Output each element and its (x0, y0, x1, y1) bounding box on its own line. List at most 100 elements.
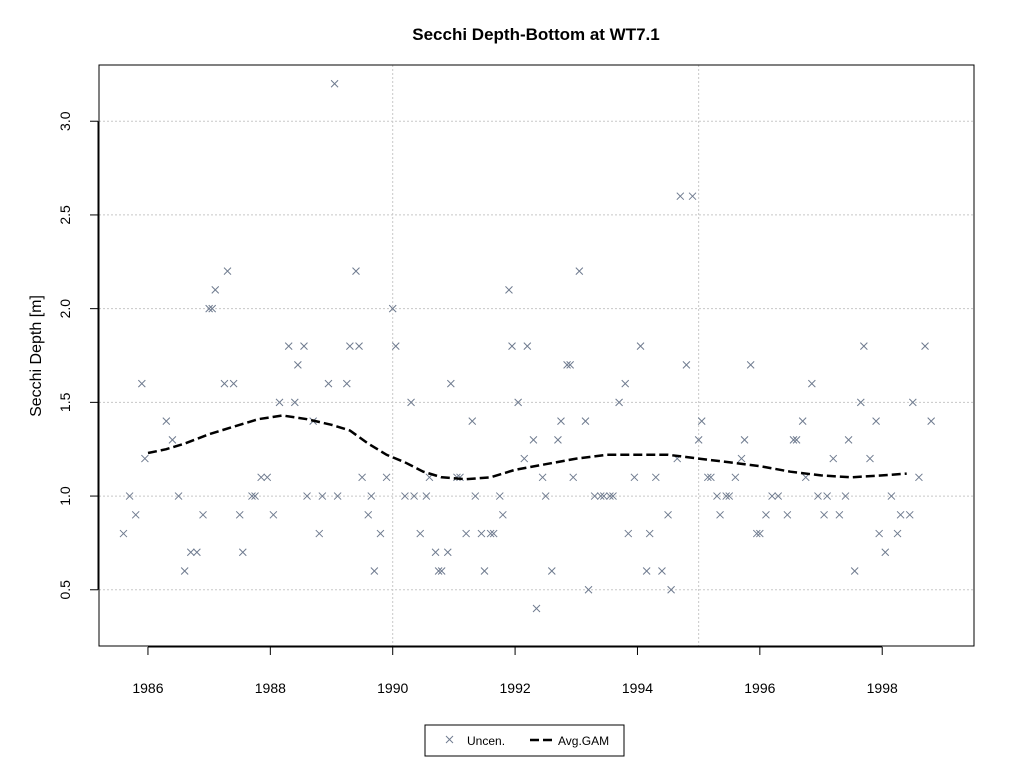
data-point (391, 342, 400, 350)
data-point (645, 529, 654, 538)
data-point (547, 567, 556, 575)
y-axis: 0.5 1.0 1.5 2.0 2.5 3.0 (57, 111, 99, 600)
x-tick-label: 1998 (867, 680, 898, 696)
legend-marker-x (445, 735, 454, 744)
data-point (477, 529, 486, 538)
data-point (257, 473, 266, 482)
data-point (437, 567, 446, 575)
data-point (563, 361, 571, 369)
data-point (688, 192, 697, 201)
data-point (575, 267, 584, 276)
data-point (887, 492, 896, 500)
data-point (856, 398, 865, 407)
data-point (223, 267, 232, 276)
legend-label-gam: Avg.GAM (558, 734, 609, 748)
data-point (141, 454, 149, 463)
data-point (388, 304, 397, 313)
data-point (180, 567, 189, 575)
y-tick-label: 0.5 (57, 580, 73, 600)
data-point (220, 379, 229, 388)
data-point (850, 567, 859, 575)
data-point (707, 473, 715, 482)
data-point (798, 417, 807, 425)
data-point (740, 435, 749, 444)
data-point (251, 492, 259, 500)
data-point (471, 492, 480, 500)
y-tick-label: 1.5 (57, 392, 73, 412)
data-point (358, 473, 366, 482)
data-point (624, 529, 633, 538)
data-point (290, 398, 299, 407)
data-point (401, 492, 409, 500)
x-axis: 1986 1988 1990 1992 1994 1996 1998 (132, 646, 898, 696)
data-point (755, 529, 764, 538)
data-point (609, 492, 617, 500)
data-point (676, 192, 685, 201)
data-point (835, 510, 844, 519)
data-point (480, 567, 489, 575)
y-tick-label: 2.0 (57, 299, 73, 319)
legend-box (424, 724, 625, 757)
data-point (508, 342, 516, 350)
data-point (694, 435, 703, 444)
data-point (342, 379, 351, 388)
data-point (443, 548, 452, 557)
data-point (814, 492, 822, 500)
data-point (489, 529, 498, 538)
data-point (697, 417, 706, 425)
data-point (731, 473, 740, 482)
data-point (333, 492, 342, 500)
data-point (211, 286, 220, 294)
x-tick-label: 1988 (255, 680, 286, 696)
data-point (606, 492, 614, 500)
data-point (893, 529, 902, 538)
data-point (300, 342, 308, 350)
data-point (599, 492, 608, 500)
data-point (566, 361, 575, 369)
data-point (407, 398, 415, 407)
data-point (119, 529, 128, 538)
data-point (722, 492, 731, 500)
data-point (263, 473, 272, 482)
data-point (235, 510, 244, 519)
y-tick-label: 2.5 (57, 205, 73, 225)
y-tick-label: 3.0 (57, 111, 73, 131)
data-point (364, 510, 373, 519)
data-point (505, 286, 513, 294)
data-point (168, 435, 177, 444)
data-point (355, 342, 363, 350)
x-tick-label: 1994 (622, 680, 653, 696)
legend-label-uncen: Uncen. (467, 734, 505, 748)
data-point (658, 567, 666, 575)
y-tick-label: 1.0 (57, 486, 73, 506)
data-point (667, 585, 675, 594)
data-point (737, 454, 746, 463)
data-point (881, 548, 890, 557)
data-point (205, 304, 213, 313)
data-point (581, 417, 590, 425)
data-point (703, 473, 712, 482)
chart-title: Secchi Depth-Bottom at WT7.1 (412, 25, 659, 44)
data-point (125, 492, 134, 500)
data-point (529, 435, 538, 444)
x-tick-label: 1996 (744, 680, 775, 696)
data-point (636, 342, 645, 350)
data-point (762, 510, 770, 519)
data-point (284, 342, 293, 350)
data-point (538, 473, 547, 482)
data-point (208, 304, 217, 313)
data-point (829, 454, 838, 463)
data-point (318, 492, 327, 500)
grid-lines (99, 65, 974, 646)
data-point (330, 79, 339, 88)
data-point (554, 435, 562, 444)
data-point (921, 342, 929, 350)
data-point (596, 492, 605, 500)
data-point (872, 417, 880, 425)
data-point (905, 510, 914, 519)
data-point (789, 435, 798, 444)
data-point (783, 510, 792, 519)
plot-frame (98, 64, 975, 647)
data-point (523, 342, 532, 350)
